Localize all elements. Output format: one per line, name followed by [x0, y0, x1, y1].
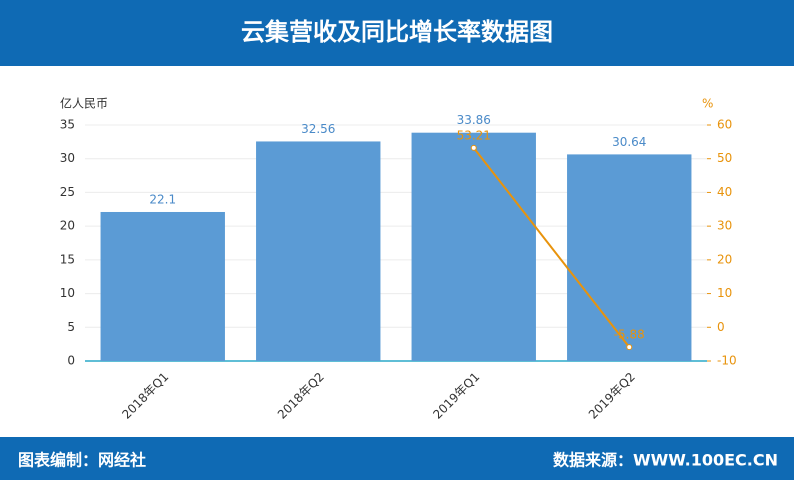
- bar-label: 30.64: [612, 135, 646, 149]
- y-tick-label: 30: [60, 151, 75, 165]
- y-tick-label: 15: [60, 252, 75, 266]
- bar: [567, 154, 692, 361]
- footer-right: 数据来源：WWW.100EC.CN: [553, 451, 778, 470]
- y2-tick-label: 10: [717, 286, 732, 300]
- line-point: [626, 344, 633, 351]
- y2-tick-label: 40: [717, 185, 732, 199]
- y-tick-label: 10: [60, 286, 75, 300]
- y2-axis-label: %: [702, 97, 713, 111]
- x-tick-label: 2018年Q1: [119, 370, 171, 422]
- y2-tick-label: 60: [717, 118, 732, 132]
- bar-label: 33.86: [457, 113, 491, 127]
- chart-title: 云集营收及同比增长率数据图: [241, 18, 553, 46]
- line-label: 53.21: [457, 128, 491, 142]
- footer-left: 图表编制：网经社: [18, 451, 146, 470]
- y-tick-label: 35: [60, 118, 75, 132]
- x-tick-label: 2019年Q1: [430, 370, 482, 422]
- x-tick-label: 2018年Q2: [275, 370, 327, 422]
- footer-bar: [0, 437, 794, 480]
- bar: [411, 132, 536, 361]
- y-tick-label: 20: [60, 219, 75, 233]
- bar-label: 22.1: [149, 192, 176, 206]
- y2-tick-label: 50: [717, 151, 732, 165]
- line: [472, 147, 631, 348]
- header-bar: [0, 0, 794, 66]
- y2-tick-label: 30: [717, 219, 732, 233]
- y2-tick-label: 0: [717, 320, 725, 334]
- x-tick-label: 2019年Q2: [586, 370, 638, 422]
- y2-tick-label: 20: [717, 252, 732, 266]
- y-tick-label: 0: [67, 354, 75, 368]
- bar: [256, 141, 381, 361]
- line-label: -5.88: [614, 328, 645, 342]
- y-tick-label: 25: [60, 185, 75, 199]
- y-tick-label: 5: [67, 320, 75, 334]
- y-axis-label: 亿人民币: [60, 96, 108, 111]
- line-point: [470, 144, 477, 151]
- y2-tick-label: -10: [717, 354, 737, 368]
- bar-label: 32.56: [301, 122, 335, 136]
- bar: [100, 211, 225, 361]
